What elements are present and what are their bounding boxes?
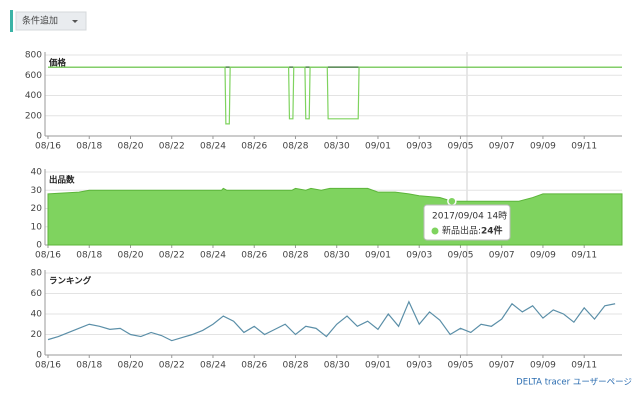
chart-title: ランキング (49, 276, 92, 287)
x-tick-label: 08/26 (241, 251, 267, 261)
x-tick-label: 08/26 (241, 142, 267, 152)
x-tick-label: 09/09 (530, 361, 556, 371)
x-tick-label: 08/22 (159, 142, 185, 152)
y-tick-label: 800 (25, 51, 42, 61)
x-tick-label: 09/05 (447, 361, 473, 371)
line (47, 300, 616, 342)
chart-title: 出品数 (49, 175, 75, 186)
area (47, 187, 623, 246)
x-tick-label: 09/09 (530, 142, 556, 152)
x-tick-label: 08/28 (283, 251, 309, 261)
y-tick-label: 0 (36, 132, 42, 142)
y-tick-label: 600 (25, 71, 42, 81)
tooltip: 2017/09/04 14時 新品出品: 24件 (423, 204, 511, 241)
y-tick-label: 80 (31, 269, 43, 279)
tooltip-label: 新品出品: (442, 225, 481, 237)
x-tick-label: 09/11 (571, 142, 597, 152)
x-tick-label: 08/20 (118, 361, 144, 371)
y-tick-label: 10 (31, 222, 43, 232)
x-tick-label: 09/11 (571, 251, 597, 261)
y-tick-label: 60 (31, 289, 43, 299)
x-tick-label: 08/20 (118, 251, 144, 261)
x-tick-label: 09/01 (365, 361, 391, 371)
x-tick-label: 08/30 (324, 361, 350, 371)
x-tick-label: 08/16 (35, 251, 61, 261)
hover-point (447, 196, 457, 206)
tooltip-value: 24件 (481, 225, 503, 237)
dropdown-caret (72, 20, 78, 23)
tooltip-box (423, 204, 511, 241)
x-tick-label: 08/24 (200, 251, 226, 261)
x-tick-label: 08/22 (159, 361, 185, 371)
x-tick-label: 09/01 (365, 251, 391, 261)
x-tick-label: 08/16 (35, 361, 61, 371)
x-tick-label: 09/03 (406, 251, 432, 261)
line (48, 66, 622, 125)
x-tick-label: 09/11 (571, 361, 597, 371)
x-tick-label: 09/03 (406, 142, 432, 152)
x-tick-label: 09/09 (530, 251, 556, 261)
x-tick-label: 08/18 (76, 251, 102, 261)
x-tick-label: 08/24 (200, 142, 226, 152)
x-tick-label: 08/26 (241, 361, 267, 371)
y-tick-label: 200 (25, 111, 42, 121)
x-tick-label: 09/07 (489, 251, 515, 261)
y-tick-label: 20 (31, 330, 43, 340)
x-tick-label: 09/01 (365, 142, 391, 152)
y-tick-label: 400 (25, 91, 42, 101)
y-tick-label: 40 (31, 168, 43, 178)
x-tick-label: 09/07 (489, 361, 515, 371)
x-tick-label: 09/05 (447, 251, 473, 261)
x-tick-label: 08/30 (324, 251, 350, 261)
tooltip-title: 2017/09/04 14時 (432, 211, 507, 222)
x-tick-label: 08/16 (35, 142, 61, 152)
x-tick-label: 08/24 (200, 361, 226, 371)
chart-title: 価格 (48, 58, 67, 69)
x-tick-label: 08/28 (283, 142, 309, 152)
x-tick-label: 09/07 (489, 142, 515, 152)
tooltip-swatch (431, 227, 439, 235)
add-condition-button[interactable] (15, 11, 87, 31)
x-tick-label: 09/05 (447, 142, 473, 152)
x-tick-label: 08/18 (76, 361, 102, 371)
x-tick-label: 08/30 (324, 142, 350, 152)
x-tick-label: 09/03 (406, 361, 432, 371)
y-tick-label: 30 (31, 186, 43, 196)
y-tick-label: 20 (31, 204, 43, 214)
y-tick-label: 0 (36, 351, 42, 361)
x-tick-label: 08/18 (76, 142, 102, 152)
footer-link[interactable]: DELTA tracer ユーザーページ (516, 378, 632, 388)
x-tick-label: 08/28 (283, 361, 309, 371)
button-label: 条件追加 (22, 15, 58, 27)
x-tick-label: 08/20 (118, 142, 144, 152)
y-tick-label: 0 (36, 241, 42, 251)
x-tick-label: 08/22 (159, 251, 185, 261)
accent-bar (10, 10, 13, 32)
y-tick-label: 40 (31, 310, 43, 320)
